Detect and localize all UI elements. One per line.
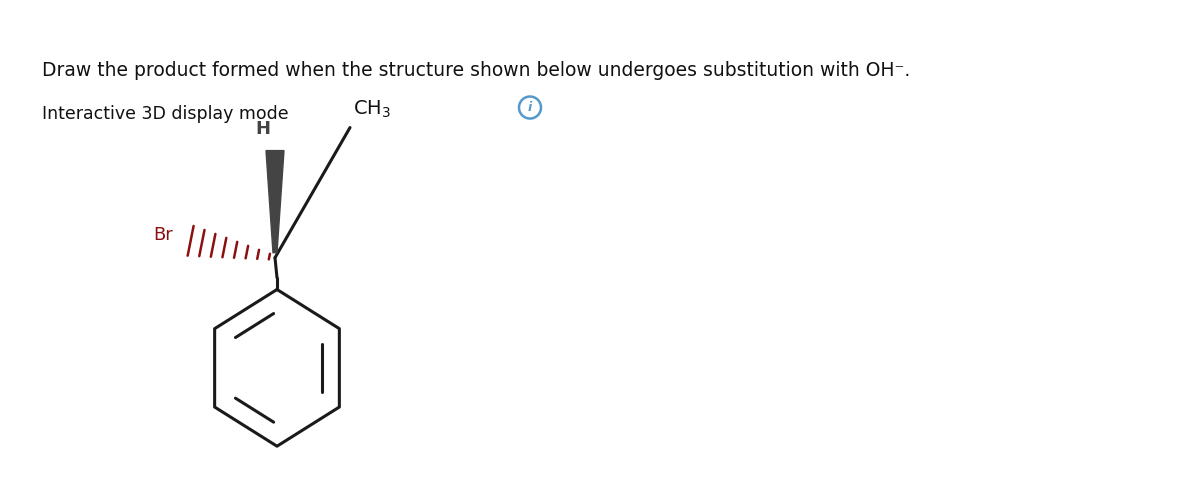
Text: H: H [256, 120, 270, 138]
Text: Br: Br [154, 226, 173, 244]
Text: Draw the product formed when the structure shown below undergoes substitution wi: Draw the product formed when the structu… [42, 62, 911, 80]
Text: CH$_3$: CH$_3$ [353, 98, 391, 119]
Text: i: i [528, 101, 532, 114]
Text: Interactive 3D display mode: Interactive 3D display mode [42, 105, 289, 123]
Polygon shape [266, 150, 284, 253]
